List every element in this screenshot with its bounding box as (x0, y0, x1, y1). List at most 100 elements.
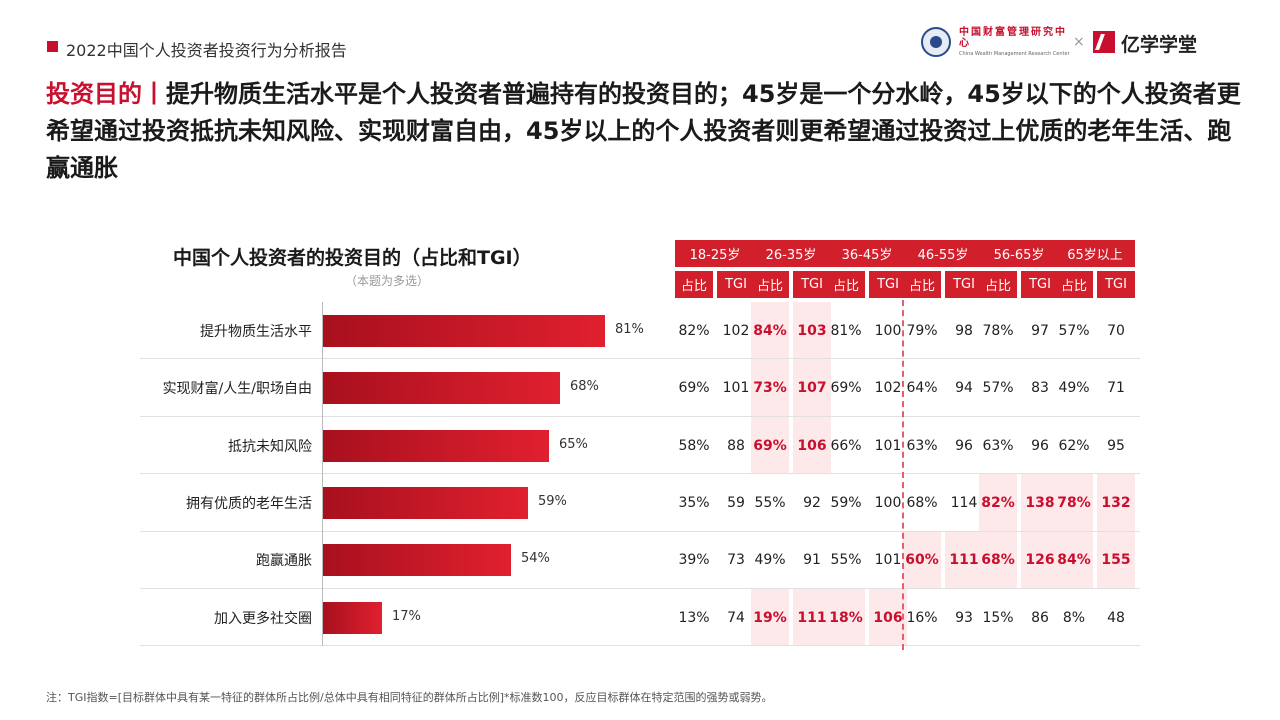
category-label: 加入更多社交圈 (214, 610, 312, 627)
table-cell: 73% (753, 380, 787, 397)
age-divider-dashed-line (902, 300, 904, 650)
table-cell: 15% (982, 609, 1014, 626)
table-cell: 82% (981, 494, 1015, 511)
table-cell: 69% (678, 380, 710, 397)
partner-logo-en-text: China Wealth Management Research Center (959, 51, 1070, 57)
table-cell: 91 (803, 552, 821, 569)
table-cell: 84% (753, 322, 787, 339)
bar-value-label: 17% (392, 608, 421, 624)
table-cell: 100 (874, 322, 902, 339)
table-cell: 96 (1031, 437, 1049, 454)
table-cell: 68% (981, 552, 1015, 569)
seal-icon (921, 27, 951, 57)
table-cell: 19% (753, 609, 787, 626)
row-separator (140, 530, 1140, 532)
table-sub-header: TGI (1097, 271, 1135, 298)
yixue-mark-icon (1093, 31, 1115, 53)
age-group-header: 36-45岁 (827, 240, 907, 267)
table-sub-header: 占比 (1055, 271, 1093, 298)
table-cell: 101 (874, 552, 902, 569)
category-label: 跑赢通胀 (256, 553, 312, 570)
bar (323, 314, 605, 347)
table-cell: 96 (955, 437, 973, 454)
highlight-block (751, 302, 789, 475)
table-cell: 74 (727, 609, 745, 626)
table-sub-header: 占比 (903, 271, 941, 298)
highlight-block (793, 589, 831, 647)
table-cell: 64% (906, 380, 938, 397)
table-cell: 111 (797, 609, 827, 626)
table-cell: 100 (874, 494, 902, 511)
bar-axis-line (322, 302, 323, 646)
partner-logo-yixue-text: 亿学学堂 (1121, 34, 1198, 56)
partner-logo-cwmrc: 中国财富管理研究中心 China Wealth Management Resea… (921, 27, 1081, 59)
partner-logo-yixue: 亿学学堂 (1093, 30, 1213, 56)
table-cell: 111 (949, 552, 979, 569)
age-group-header: 46-55岁 (903, 240, 983, 267)
table-cell: 114 (950, 494, 978, 511)
bar-value-label: 81% (615, 321, 644, 337)
table-cell: 81% (830, 322, 862, 339)
row-separator (140, 358, 1140, 360)
table-cell: 94 (955, 380, 973, 397)
table-cell: 57% (1058, 322, 1090, 339)
table-cell: 103 (797, 322, 827, 339)
table-cell: 101 (874, 437, 902, 454)
table-cell: 70 (1107, 322, 1125, 339)
table-cell: 106 (797, 437, 827, 454)
bar-value-label: 54% (521, 551, 550, 567)
category-label: 抵抗未知风险 (228, 438, 312, 455)
table-cell: 18% (829, 609, 863, 626)
table-cell: 62% (1058, 437, 1090, 454)
table-cell: 88 (727, 437, 745, 454)
table-cell: 93 (955, 609, 973, 626)
table-cell: 106 (873, 609, 903, 626)
table-sub-header: TGI (869, 271, 907, 298)
age-group-header: 65岁以上 (1055, 240, 1135, 267)
highlight-block (827, 589, 865, 647)
table-cell: 92 (803, 494, 821, 511)
table-cell: 86 (1031, 609, 1049, 626)
table-cell: 8% (1062, 609, 1086, 626)
table-sub-header: TGI (717, 271, 755, 298)
bar (323, 372, 560, 405)
logo-separator: × (1073, 34, 1085, 50)
category-label: 提升物质生活水平 (200, 323, 312, 340)
table-cell: 126 (1025, 552, 1055, 569)
highlight-block (869, 589, 907, 647)
table-sub-header: 占比 (827, 271, 865, 298)
highlight-block (751, 589, 789, 647)
table-cell: 132 (1101, 494, 1131, 511)
highlight-block (793, 302, 831, 475)
table-cell: 35% (678, 494, 710, 511)
table-cell: 57% (982, 380, 1014, 397)
chart-title: 中国个人投资者的投资目的（占比和TGI） (173, 247, 532, 269)
age-group-header: 18-25岁 (675, 240, 755, 267)
table-cell: 98 (955, 322, 973, 339)
row-separator (140, 645, 1140, 647)
age-group-header: 56-65岁 (979, 240, 1059, 267)
table-sub-header: 占比 (675, 271, 713, 298)
partner-logo-cn-text: 中国财富管理研究中心 (959, 27, 1067, 49)
table-cell: 78% (1057, 494, 1091, 511)
table-cell: 68% (906, 494, 938, 511)
table-cell: 78% (982, 322, 1014, 339)
header-bullet (47, 41, 58, 52)
table-sub-header: TGI (1021, 271, 1059, 298)
table-cell: 155 (1101, 552, 1131, 569)
table-cell: 69% (753, 437, 787, 454)
title-accent: 投资目的丨 (46, 80, 166, 108)
age-group-header: 26-35岁 (751, 240, 831, 267)
table-cell: 58% (678, 437, 710, 454)
table-cell: 39% (678, 552, 710, 569)
chart-subtitle: （本题为多选） (345, 274, 430, 288)
table-cell: 107 (797, 380, 827, 397)
table-cell: 55% (754, 494, 786, 511)
highlight-block (903, 531, 941, 589)
table-cell: 13% (678, 609, 710, 626)
title-text: 提升物质生活水平是个人投资者普遍持有的投资目的；45岁是一个分水岭，45岁以下的… (46, 80, 1241, 182)
table-cell: 102 (874, 380, 902, 397)
table-cell: 84% (1057, 552, 1091, 569)
table-cell: 49% (1058, 380, 1090, 397)
row-separator (140, 473, 1140, 475)
